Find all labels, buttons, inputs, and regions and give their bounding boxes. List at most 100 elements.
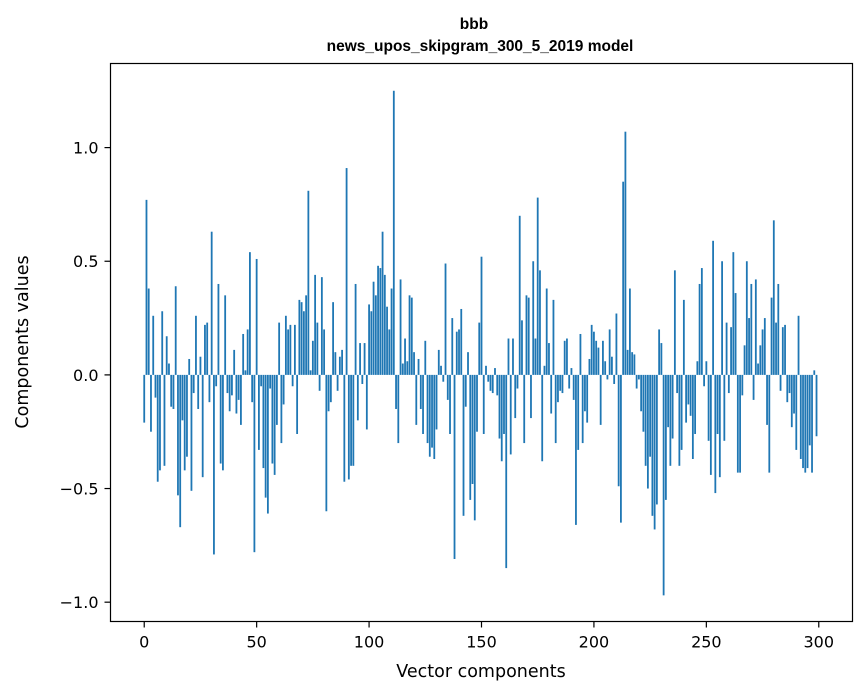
bar [219,374,222,464]
bar [730,327,732,375]
bar [775,322,777,375]
x-axis-label: Vector components [396,662,565,682]
bar [763,318,766,375]
bar [622,181,625,375]
bar [750,283,753,375]
bar [242,333,245,375]
bar [174,286,177,375]
bar [790,374,793,428]
bar [154,374,157,398]
bar [410,297,413,375]
bar [561,374,564,394]
bar [766,374,768,425]
bar [284,315,287,375]
bar [190,374,193,491]
y-tick-label: 0.5 [73,252,98,271]
bar [415,374,418,425]
bar [426,374,429,444]
bar [498,374,501,439]
bar [269,374,272,389]
bar [786,374,789,403]
bar [444,263,447,375]
bar [417,358,420,375]
bar [637,374,640,380]
bar [309,370,312,375]
bar [460,308,463,375]
bar [539,270,541,375]
chart-title: bbb [460,16,488,33]
bar [231,374,233,396]
bar [271,374,274,464]
bar [341,349,343,375]
bar [804,374,807,473]
bar [451,318,454,375]
bar [757,363,759,375]
bar [345,168,348,375]
bar [811,374,813,473]
bar [370,311,373,375]
bar [593,331,595,375]
bar [795,374,798,450]
bar [197,374,200,409]
bar [550,374,553,414]
bar [489,374,492,391]
bar [377,265,379,375]
bar [462,374,465,516]
bar [473,374,476,521]
bar [435,374,438,430]
bar [235,374,238,414]
bar [422,374,424,434]
bar [480,256,483,375]
x-tick-label: 0 [139,633,149,652]
bar [273,374,276,475]
bar [518,215,521,375]
bar [705,361,708,375]
bar [793,374,795,414]
bar [525,295,528,375]
bar [329,374,332,403]
bar [676,374,679,394]
bar [651,374,654,516]
bar [527,297,530,375]
bar [152,315,155,375]
bar [799,374,802,459]
bar [399,279,402,375]
bar [446,374,449,400]
bar [813,370,816,375]
bar [624,131,627,375]
bar [761,329,764,375]
bar [296,374,299,434]
bar [372,281,375,375]
bar [691,374,694,459]
bar [788,374,791,394]
bar [401,363,404,375]
bar [449,374,451,434]
bar [302,311,305,375]
bar [300,302,303,375]
bar [718,374,721,478]
bar [320,277,323,375]
bar [646,374,649,489]
y-tick-label: 0.0 [73,366,98,385]
bar [244,370,247,375]
bar [354,283,357,375]
bar [255,258,258,375]
bar [577,374,580,450]
bar [249,252,251,375]
bar [536,197,539,375]
bar [707,374,710,441]
x-tick-label: 50 [246,633,266,652]
bar [442,374,445,382]
y-tick-label: −0.5 [60,480,99,499]
bar [368,304,370,375]
bar [714,374,717,494]
bar [716,374,719,434]
bar [745,261,748,375]
bar [336,374,339,391]
bar [275,374,278,425]
bar [316,322,319,375]
bar [172,374,175,409]
bar [390,288,393,375]
bar [192,374,195,394]
bar [424,340,427,375]
